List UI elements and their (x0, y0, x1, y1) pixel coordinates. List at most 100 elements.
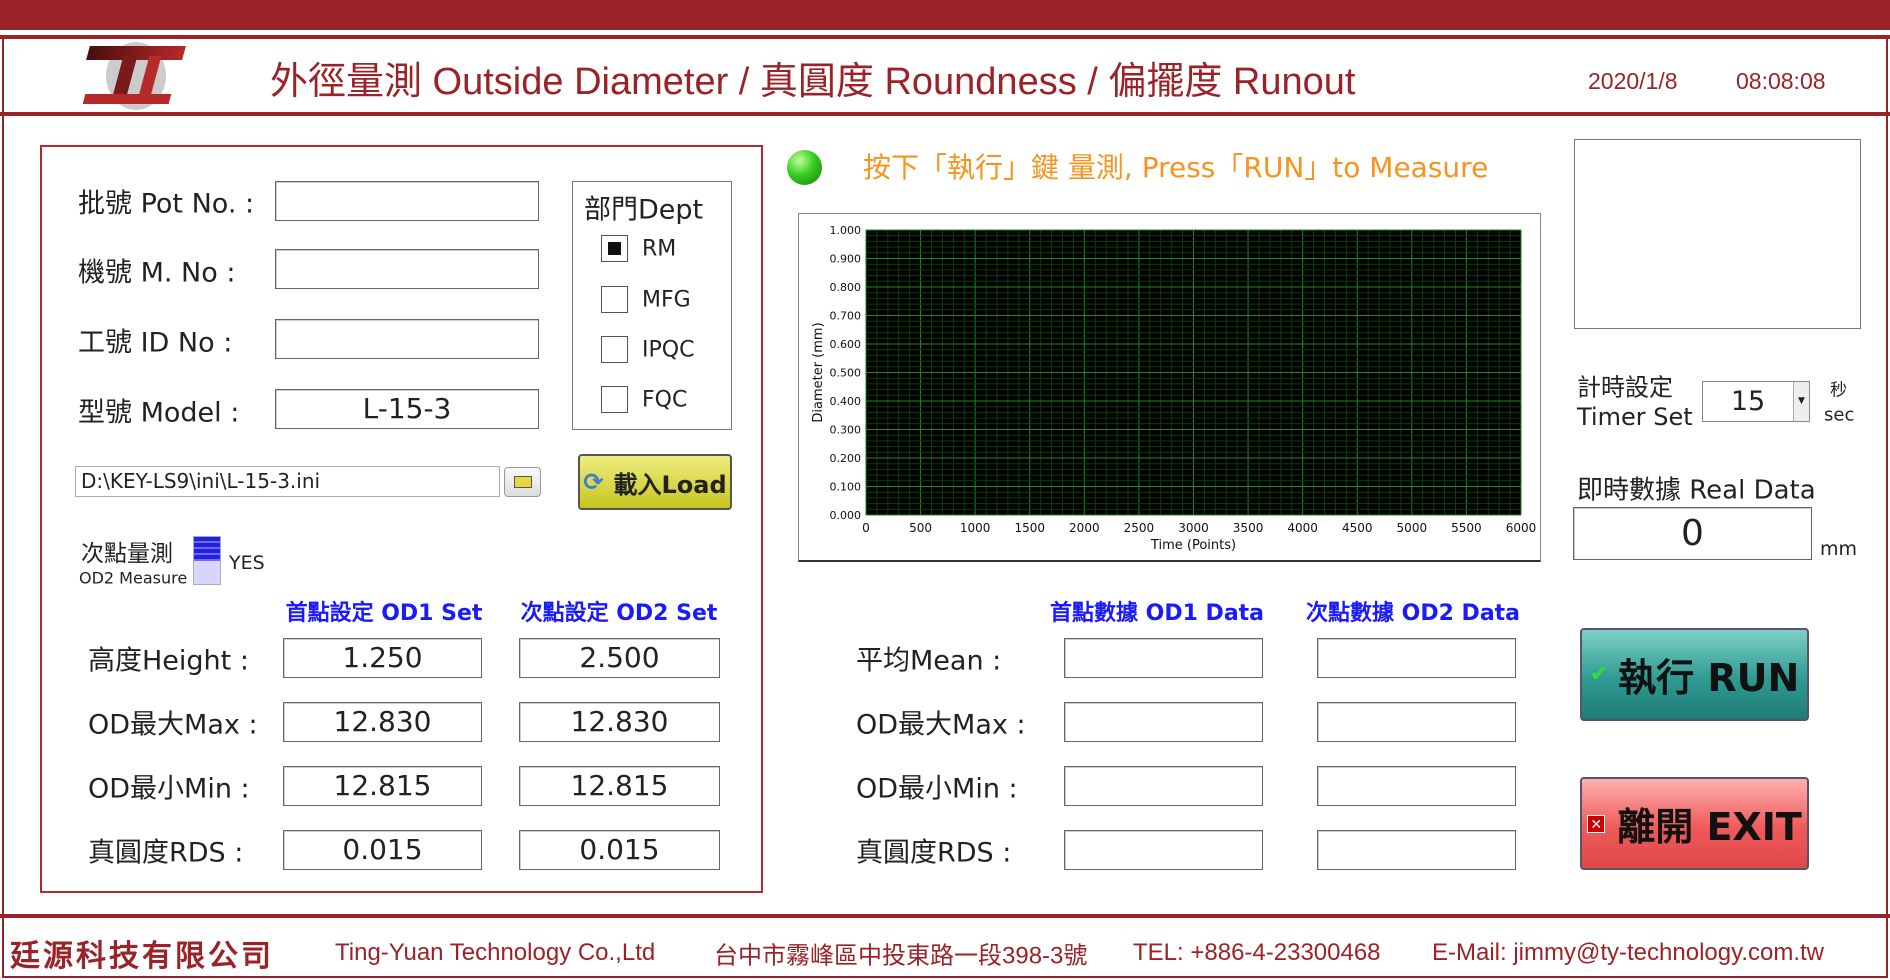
x-tick-label: 1500 (1014, 521, 1045, 535)
id-no-input[interactable] (275, 319, 539, 359)
od2-set-header: 次點設定 OD2 Set (520, 601, 718, 626)
dropdown-arrow-icon[interactable]: ▼ (1793, 382, 1809, 421)
file-path-input[interactable]: D:\KEY-LS9\ini\L-15-3.ini (75, 466, 500, 497)
x-tick-label: 0 (862, 521, 870, 535)
x-tick-label: 2000 (1069, 521, 1100, 535)
x-tick-label: 5000 (1397, 521, 1428, 535)
app-title: 外徑量測 Outside Diameter / 真圓度 Roundness / … (270, 61, 1356, 103)
company-name-en: Ting-Yuan Technology Co.,Ltd (335, 939, 656, 966)
model-label: 型號 Model : (78, 397, 240, 429)
y-tick-label: 0.000 (830, 509, 862, 522)
y-tick-label: 0.300 (830, 424, 862, 437)
machine-no-label: 機號 M. No : (78, 257, 236, 289)
od1-setting-input[interactable]: 1.250 (283, 638, 482, 678)
y-tick-label: 0.500 (830, 367, 862, 380)
refresh-icon: ⟳ (583, 468, 604, 496)
od2-data-header: 次點數據 OD2 Data (1305, 601, 1521, 626)
check-icon: ✔ (1589, 662, 1609, 687)
result-row-label: 真圓度RDS : (856, 837, 1012, 869)
close-icon: ✕ (1587, 814, 1606, 833)
dept-title: 部門Dept (584, 194, 704, 226)
timer-unit-zh: 秒 (1830, 380, 1847, 401)
od2-result-value (1317, 638, 1516, 678)
company-email: E-Mail: jimmy@ty-technology.com.tw (1432, 939, 1824, 966)
model-input[interactable]: L-15-3 (275, 389, 539, 429)
x-tick-label: 2500 (1124, 521, 1155, 535)
dept-checkbox-rm[interactable] (601, 235, 628, 262)
x-tick-label: 5500 (1451, 521, 1482, 535)
load-button[interactable]: ⟳ 載入Load (578, 454, 732, 510)
setting-row-label: OD最大Max : (88, 709, 258, 741)
y-axis-title: Diameter (mm) (811, 322, 826, 422)
y-tick-label: 0.600 (830, 338, 862, 351)
company-address: 台中市霧峰區中投東路一段398-3號 (714, 942, 1088, 970)
id-no-label: 工號 ID No : (78, 327, 233, 359)
dept-checkbox-fqc[interactable] (601, 386, 628, 413)
x-tick-label: 4000 (1287, 521, 1318, 535)
od2-measure-state: YES (229, 552, 265, 574)
od1-result-value (1064, 766, 1263, 806)
od1-result-value (1064, 830, 1263, 870)
y-tick-label: 0.800 (830, 281, 862, 294)
od1-setting-input[interactable]: 12.815 (283, 766, 482, 806)
instruction-text: 按下「執行」鍵 量測, Press「RUN」to Measure (863, 151, 1489, 184)
od2-result-value (1317, 702, 1516, 742)
browse-button[interactable] (504, 467, 541, 497)
pot-no-label: 批號 Pot No. : (78, 188, 255, 220)
od2-result-value (1317, 766, 1516, 806)
od1-result-value (1064, 638, 1263, 678)
x-tick-label: 500 (909, 521, 932, 535)
real-data-value: 0 (1573, 507, 1812, 560)
y-tick-label: 0.100 (830, 481, 862, 494)
od2-measure-toggle[interactable] (193, 536, 221, 585)
timer-sublabel: Timer Set (1577, 403, 1693, 431)
od2-setting-input[interactable]: 12.830 (519, 702, 720, 742)
x-tick-label: 1000 (960, 521, 991, 535)
pot-no-input[interactable] (275, 181, 539, 221)
x-tick-label: 6000 (1506, 521, 1537, 535)
setting-row-label: 高度Height : (88, 645, 249, 677)
dept-option-label: IPQC (642, 337, 695, 363)
real-data-label: 即時數據 Real Data (1577, 475, 1816, 506)
x-tick-label: 3500 (1233, 521, 1264, 535)
dept-checkbox-ipqc[interactable] (601, 336, 628, 363)
timer-input[interactable]: 15 ▼ (1702, 381, 1810, 422)
exit-button[interactable]: ✕ 離開 EXIT (1580, 777, 1809, 870)
od1-setting-input[interactable]: 0.015 (283, 830, 482, 870)
run-label: 執行 RUN (1618, 656, 1800, 700)
company-logo (82, 42, 188, 110)
setting-row-label: 真圓度RDS : (88, 837, 244, 869)
setting-row-label: OD最小Min : (88, 773, 250, 805)
diameter-chart: 0 500 1000 1500 2000 2500 3000 3500 4000 4500 5000… (811, 224, 1537, 553)
od1-data-header: 首點數據 OD1 Data (1049, 601, 1265, 626)
od2-setting-input[interactable]: 12.815 (519, 766, 720, 806)
od1-set-header: 首點設定 OD1 Set (285, 601, 483, 626)
od1-result-value (1064, 702, 1263, 742)
dept-group (572, 181, 732, 430)
status-led (787, 150, 822, 185)
exit-label: 離開 EXIT (1617, 805, 1802, 849)
od2-setting-input[interactable]: 0.015 (519, 830, 720, 870)
result-row-label: 平均Mean : (856, 645, 1002, 677)
result-row-label: OD最小Min : (856, 773, 1018, 805)
settings-panel (40, 145, 763, 893)
timer-value: 15 (1730, 386, 1766, 417)
y-tick-label: 0.400 (830, 395, 862, 408)
dept-option-label: RM (642, 236, 677, 262)
load-label: 載入Load (613, 470, 727, 499)
dept-option-label: MFG (642, 287, 691, 313)
y-tick-label: 0.200 (830, 452, 862, 465)
machine-no-input[interactable] (275, 249, 539, 289)
dept-checkbox-mfg[interactable] (601, 286, 628, 313)
chart-frame (798, 213, 1541, 562)
real-data-unit: mm (1820, 538, 1858, 560)
y-tick-label: 0.900 (830, 253, 862, 266)
timer-label: 計時設定 (1577, 373, 1673, 402)
od2-setting-input[interactable]: 2.500 (519, 638, 720, 678)
od2-measure-label: 次點量測 (81, 541, 173, 567)
od1-setting-input[interactable]: 12.830 (283, 702, 482, 742)
run-button[interactable]: ✔ 執行 RUN (1580, 628, 1809, 721)
company-tel: TEL: +886-4-23300468 (1133, 939, 1381, 966)
y-tick-label: 0.700 (830, 310, 862, 323)
image-display (1574, 139, 1861, 329)
